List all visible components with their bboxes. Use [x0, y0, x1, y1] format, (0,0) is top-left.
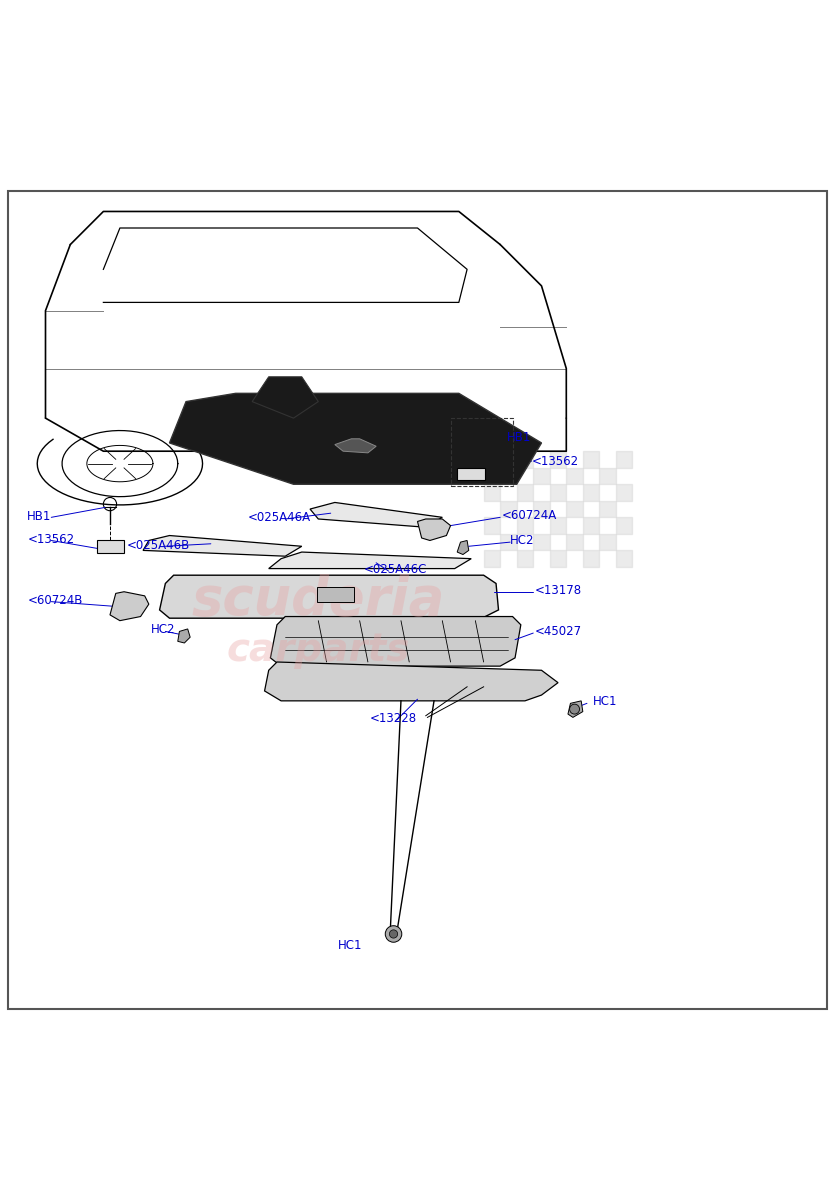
- Polygon shape: [110, 592, 149, 620]
- Polygon shape: [143, 535, 301, 556]
- Text: <60724A: <60724A: [502, 509, 557, 522]
- Text: HC1: HC1: [338, 940, 362, 952]
- Bar: [583, 451, 600, 468]
- Polygon shape: [170, 394, 542, 485]
- Bar: [517, 517, 534, 534]
- Bar: [534, 534, 549, 551]
- Bar: [500, 468, 517, 485]
- Text: <60724B: <60724B: [28, 594, 83, 606]
- Bar: [549, 451, 566, 468]
- Bar: [517, 451, 534, 468]
- Text: <13562: <13562: [28, 533, 74, 546]
- Bar: [600, 534, 616, 551]
- Circle shape: [385, 925, 402, 942]
- Text: <025A46A: <025A46A: [248, 511, 311, 524]
- Text: scuderia: scuderia: [191, 574, 445, 626]
- Bar: [483, 451, 500, 468]
- Bar: [549, 551, 566, 566]
- Bar: [600, 500, 616, 517]
- Bar: [616, 551, 632, 566]
- Bar: [483, 485, 500, 500]
- Bar: [616, 451, 632, 468]
- Polygon shape: [178, 629, 190, 643]
- Polygon shape: [252, 377, 318, 418]
- Bar: [483, 551, 500, 566]
- Polygon shape: [458, 540, 468, 554]
- Polygon shape: [159, 575, 498, 618]
- Circle shape: [389, 930, 397, 938]
- Text: <13228: <13228: [370, 712, 417, 725]
- Bar: [534, 468, 549, 485]
- Text: <45027: <45027: [535, 625, 582, 638]
- Text: <13178: <13178: [535, 584, 582, 598]
- Bar: [316, 587, 354, 601]
- Polygon shape: [568, 701, 583, 718]
- Bar: [500, 534, 517, 551]
- Bar: [483, 517, 500, 534]
- Polygon shape: [97, 540, 124, 553]
- Text: HC1: HC1: [593, 695, 617, 708]
- Polygon shape: [335, 439, 376, 452]
- Text: HB1: HB1: [28, 510, 52, 523]
- Bar: [566, 468, 583, 485]
- Bar: [500, 500, 517, 517]
- Text: <13562: <13562: [532, 455, 579, 468]
- Bar: [583, 485, 600, 500]
- Polygon shape: [265, 662, 558, 701]
- Bar: [616, 517, 632, 534]
- Bar: [566, 500, 583, 517]
- Bar: [549, 517, 566, 534]
- Polygon shape: [310, 503, 443, 527]
- Text: <025A46C: <025A46C: [364, 563, 428, 576]
- Polygon shape: [269, 552, 471, 569]
- Text: <025A46B: <025A46B: [127, 539, 190, 552]
- Text: HB1: HB1: [507, 431, 531, 444]
- Bar: [583, 517, 600, 534]
- Bar: [549, 485, 566, 500]
- Polygon shape: [271, 617, 521, 666]
- Text: carparts: carparts: [226, 631, 410, 668]
- Bar: [566, 534, 583, 551]
- Circle shape: [569, 704, 579, 714]
- Text: HC2: HC2: [510, 534, 534, 547]
- Text: HC2: HC2: [151, 623, 176, 636]
- Bar: [517, 551, 534, 566]
- Bar: [517, 485, 534, 500]
- Bar: [534, 500, 549, 517]
- Bar: [583, 551, 600, 566]
- Bar: [616, 485, 632, 500]
- Polygon shape: [458, 468, 485, 480]
- Polygon shape: [418, 518, 451, 540]
- Bar: [451, 418, 513, 486]
- Bar: [600, 468, 616, 485]
